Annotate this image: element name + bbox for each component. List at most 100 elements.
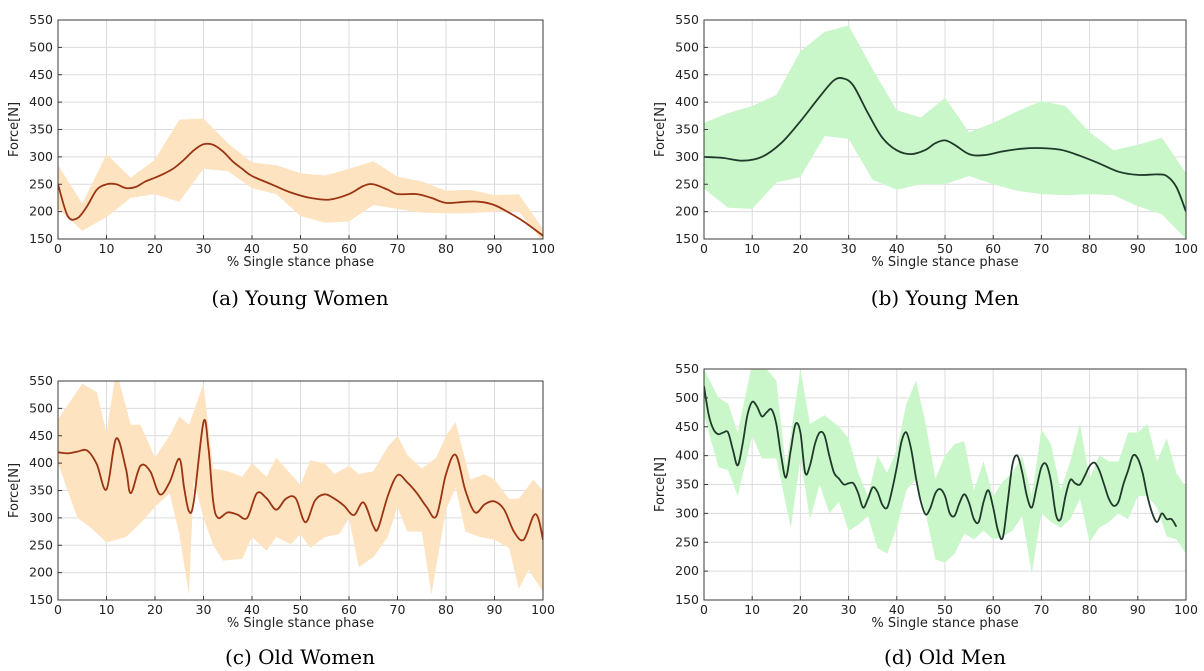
x-tick-label: 20 — [792, 241, 808, 256]
y-tick-label: 150 — [675, 231, 699, 246]
x-tick-label: 100 — [1174, 602, 1198, 617]
y-axis: 150 200 250 300 350 400 450 500 550 — [29, 12, 62, 246]
x-tick-label: 50 — [937, 241, 953, 256]
x-tick-label: 60 — [985, 241, 1001, 256]
x-tick-label: 50 — [293, 241, 309, 256]
x-tick-label: 90 — [487, 602, 503, 617]
y-axis-label: Force[N] — [7, 463, 22, 518]
x-tick-label: 0 — [700, 602, 708, 617]
std-band — [58, 381, 543, 595]
x-tick-label: 60 — [985, 602, 1001, 617]
x-axis-label: % Single stance phase — [227, 255, 374, 270]
y-tick-label: 300 — [29, 149, 53, 164]
x-tick-label: 90 — [487, 241, 503, 256]
x-tick-label: 90 — [1130, 602, 1146, 617]
y-tick-label: 350 — [29, 483, 53, 498]
y-tick-label: 450 — [29, 428, 53, 443]
mean-line — [704, 386, 1178, 541]
x-tick-label: 30 — [196, 241, 212, 256]
y-tick-label: 350 — [675, 122, 699, 137]
y-tick-label: 150 — [29, 231, 53, 246]
std-band — [704, 25, 1186, 239]
y-tick-label: 550 — [29, 373, 53, 388]
mean-line — [704, 77, 1186, 212]
std-band — [704, 369, 1186, 574]
panel-old-women: 0 10 20 30 40 50 60 70 80 90 100 150 200 250 300 350 400… — [7, 373, 555, 669]
y-tick-label: 450 — [29, 67, 53, 82]
y-tick-label: 250 — [29, 537, 53, 552]
x-tick-label: 0 — [700, 241, 708, 256]
x-tick-label: 60 — [341, 602, 357, 617]
y-tick-label: 300 — [675, 149, 699, 164]
y-tick-label: 550 — [29, 12, 53, 27]
x-tick-label: 10 — [99, 602, 115, 617]
x-tick-label: 40 — [889, 241, 905, 256]
y-axis: 150 200 250 300 350 400 450 500 550 — [29, 373, 62, 607]
x-tick-label: 40 — [889, 602, 905, 617]
x-tick-label: 100 — [531, 602, 555, 617]
y-tick-label: 400 — [675, 94, 699, 109]
x-axis-label: % Single stance phase — [227, 616, 374, 631]
x-tick-label: 0 — [54, 241, 62, 256]
y-tick-label: 550 — [675, 361, 699, 376]
x-tick-label: 40 — [244, 602, 260, 617]
y-tick-label: 300 — [29, 510, 53, 525]
x-tick-label: 50 — [937, 602, 953, 617]
y-tick-label: 250 — [675, 176, 699, 191]
x-tick-label: 0 — [54, 602, 62, 617]
x-tick-label: 20 — [792, 602, 808, 617]
y-tick-label: 150 — [29, 592, 53, 607]
x-tick-label: 10 — [744, 241, 760, 256]
x-tick-label: 30 — [841, 241, 857, 256]
y-tick-label: 200 — [675, 563, 699, 578]
y-tick-label: 500 — [29, 400, 53, 415]
panel-young-women: 0 10 20 30 40 50 60 70 80 90 100 150 200 250 300 350 400… — [7, 12, 555, 310]
y-axis-label: Force[N] — [653, 457, 668, 512]
x-axis-label: % Single stance phase — [871, 255, 1018, 270]
x-tick-label: 30 — [841, 602, 857, 617]
y-tick-label: 150 — [675, 592, 699, 607]
x-axis-label: % Single stance phase — [871, 616, 1018, 631]
panel-caption: (a) Young Women — [211, 286, 388, 310]
y-tick-label: 500 — [29, 39, 53, 54]
y-tick-label: 550 — [675, 12, 699, 27]
x-tick-label: 30 — [196, 602, 212, 617]
panel-caption: (b) Young Men — [871, 286, 1020, 310]
y-axis-label: Force[N] — [7, 102, 22, 157]
x-axis: 0 10 20 30 40 50 60 70 80 90 100 — [54, 235, 555, 256]
x-tick-label: 80 — [438, 602, 454, 617]
x-axis: 0 10 20 30 40 50 60 70 80 90 100 — [700, 596, 1198, 617]
x-tick-label: 40 — [244, 241, 260, 256]
y-tick-label: 250 — [29, 176, 53, 191]
panel-young-men: 0 10 20 30 40 50 60 70 80 90 100 150 200 250 300 350 400… — [653, 12, 1198, 310]
y-tick-label: 450 — [675, 67, 699, 82]
std-band — [58, 118, 543, 239]
x-tick-label: 80 — [438, 241, 454, 256]
x-tick-label: 100 — [1174, 241, 1198, 256]
x-axis: 0 10 20 30 40 50 60 70 80 90 100 — [54, 596, 555, 617]
x-tick-label: 50 — [293, 602, 309, 617]
mean-line — [58, 419, 543, 542]
x-tick-label: 10 — [99, 241, 115, 256]
x-tick-label: 10 — [744, 602, 760, 617]
x-tick-label: 100 — [531, 241, 555, 256]
x-tick-label: 70 — [1033, 241, 1049, 256]
y-axis: 150 200 250 300 350 400 450 500 550 — [675, 12, 708, 246]
y-tick-label: 250 — [675, 534, 699, 549]
x-tick-label: 80 — [1082, 241, 1098, 256]
y-axis-label: Force[N] — [653, 102, 668, 157]
y-tick-label: 200 — [29, 204, 53, 219]
y-tick-label: 400 — [29, 94, 53, 109]
panel-old-men: 0 10 20 30 40 50 60 70 80 90 100 150 200 250 300 350 400… — [653, 361, 1198, 669]
x-tick-label: 20 — [147, 602, 163, 617]
x-axis: 0 10 20 30 40 50 60 70 80 90 100 — [700, 235, 1198, 256]
y-tick-label: 350 — [29, 122, 53, 137]
panel-caption: (d) Old Men — [884, 645, 1006, 669]
y-tick-label: 400 — [29, 455, 53, 470]
y-tick-label: 400 — [675, 448, 699, 463]
x-tick-label: 70 — [390, 602, 406, 617]
y-axis: 150 200 250 300 350 400 450 500 550 — [675, 361, 708, 607]
x-tick-label: 60 — [341, 241, 357, 256]
x-tick-label: 70 — [1033, 602, 1049, 617]
y-tick-label: 300 — [675, 505, 699, 520]
